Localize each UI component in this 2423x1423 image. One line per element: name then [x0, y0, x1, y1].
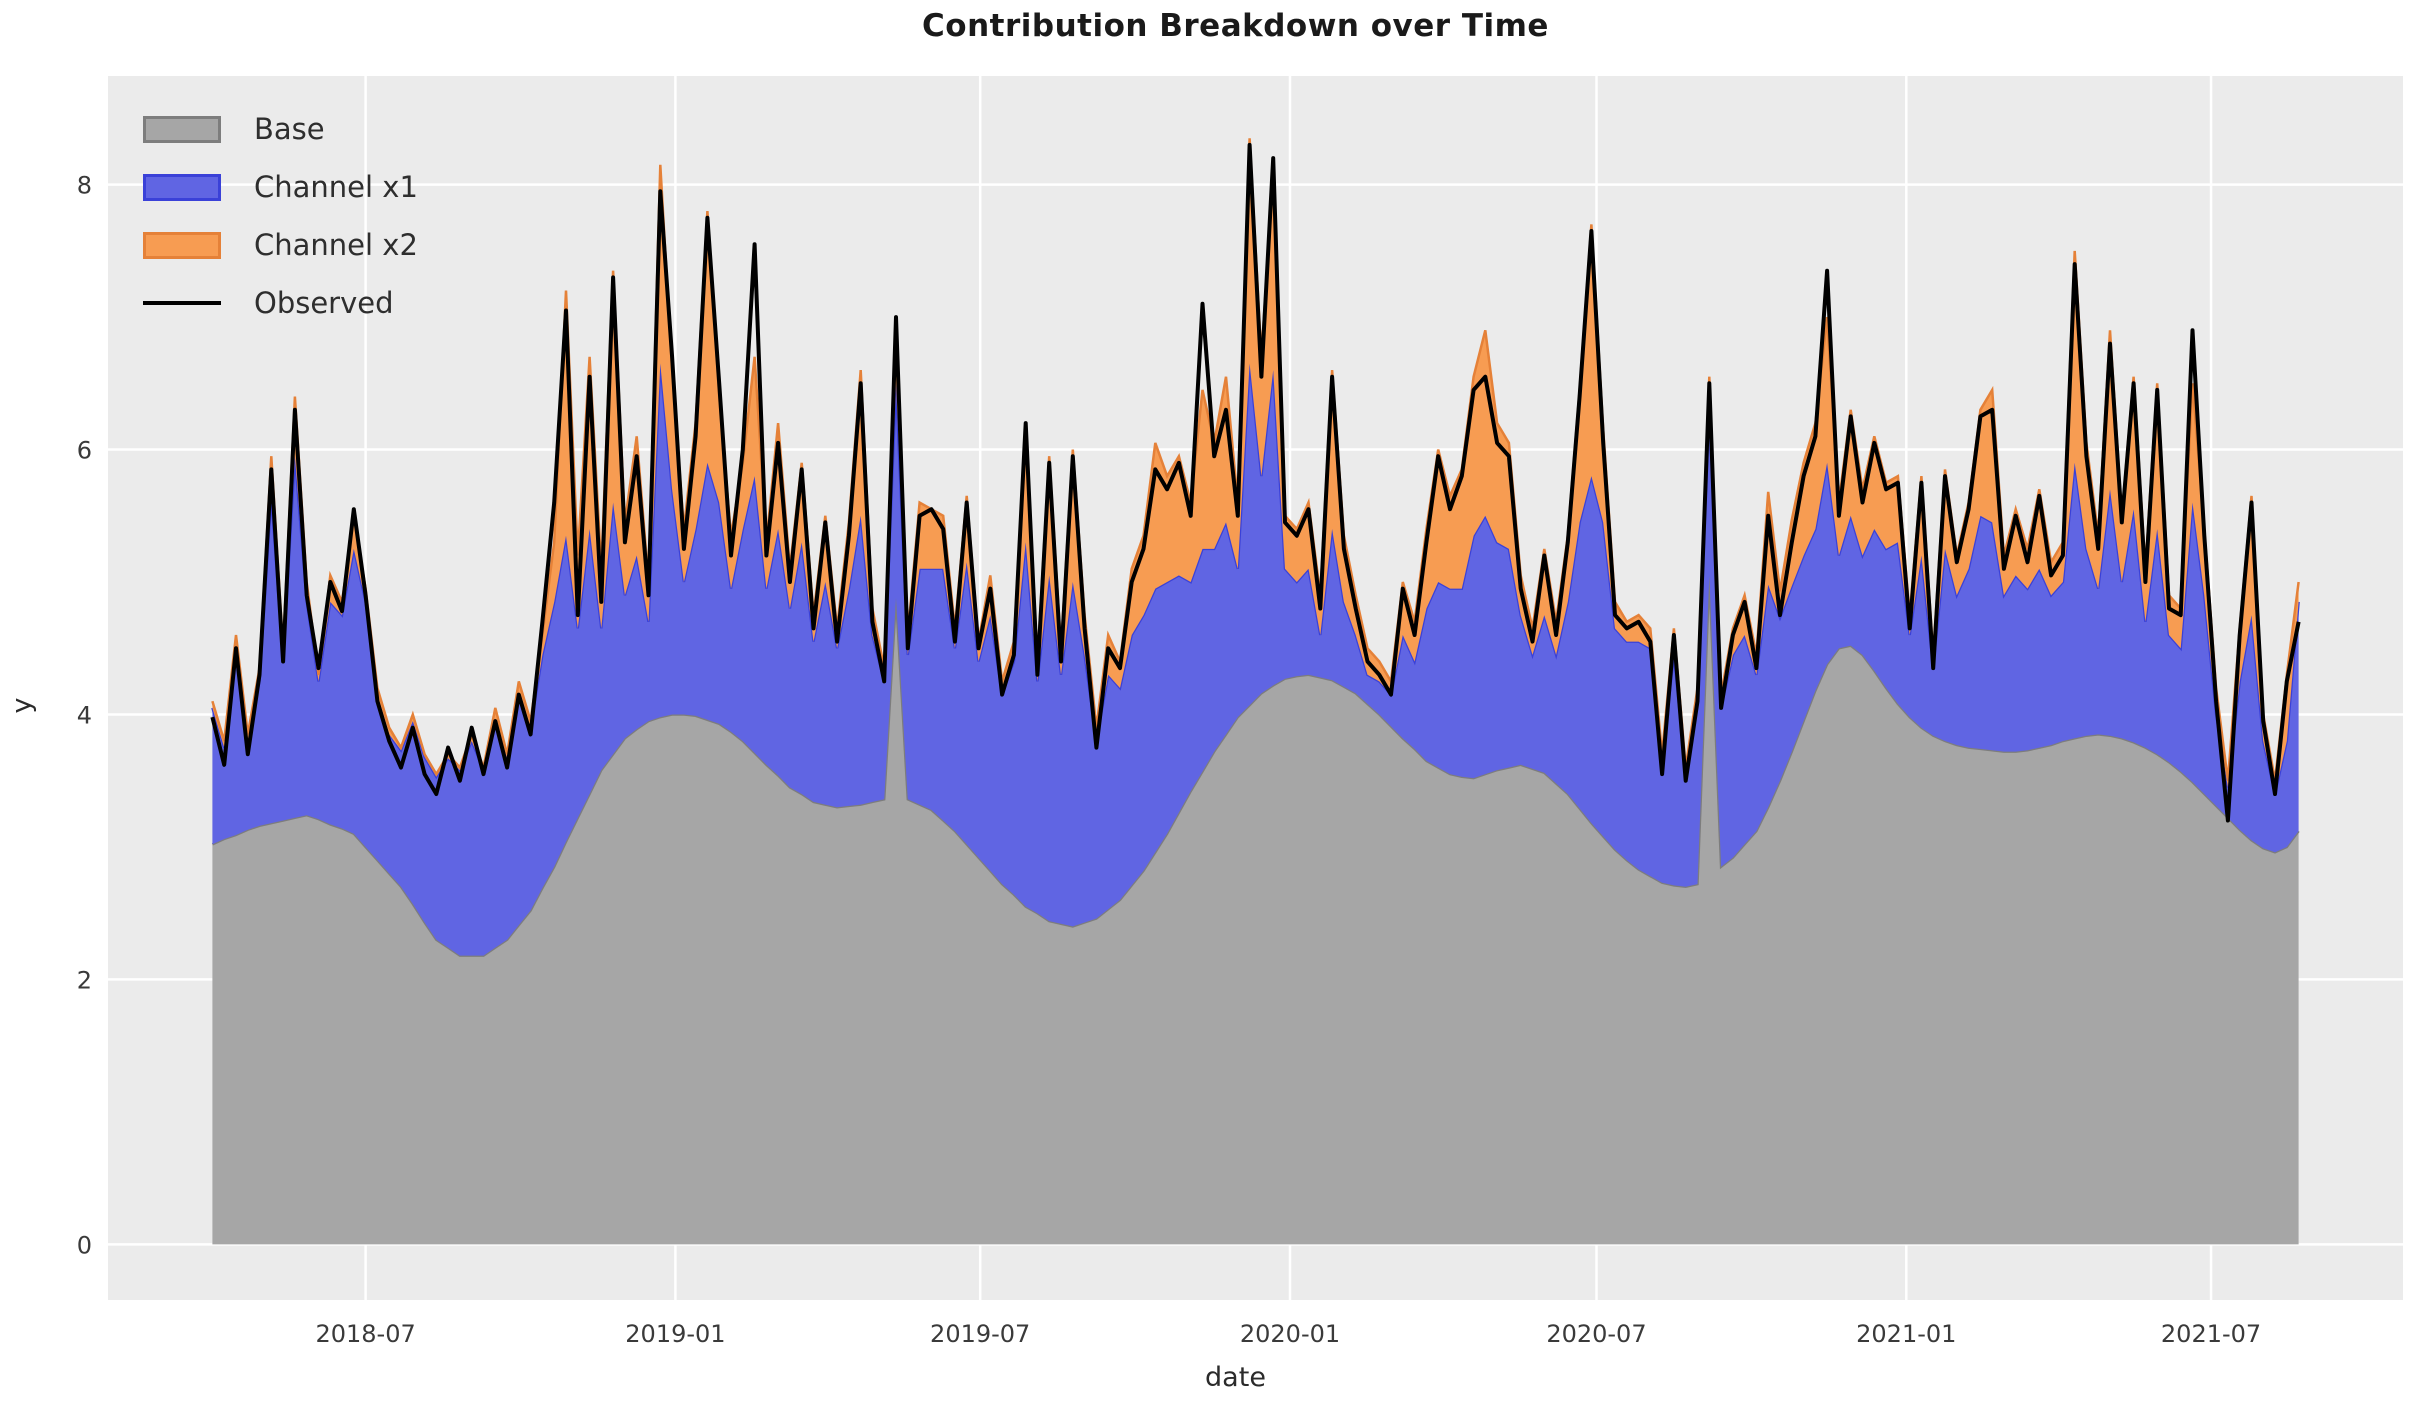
x-tick-label: 2021-07	[2161, 1320, 2261, 1348]
legend-label-observed: Observed	[254, 286, 394, 320]
y-tick-label: 8	[77, 172, 92, 200]
x-tick-label: 2020-01	[1240, 1320, 1340, 1348]
y-tick-label: 4	[77, 701, 92, 729]
y-axis-label: y	[6, 697, 38, 714]
y-tick-label: 2	[77, 966, 92, 994]
legend-item-channel-x1: Channel x1	[143, 158, 418, 216]
legend-label-base: Base	[254, 112, 325, 146]
legend-label-channel-x1: Channel x1	[254, 170, 418, 204]
x-tick-label: 2019-01	[625, 1320, 725, 1348]
x-tick-label: 2018-07	[315, 1320, 415, 1348]
legend-item-channel-x2: Channel x2	[143, 216, 418, 274]
base-swatch-icon	[143, 115, 221, 143]
legend: Base Channel x1 Channel x2 Observed	[143, 100, 418, 332]
legend-item-base: Base	[143, 100, 418, 158]
legend-item-observed: Observed	[143, 274, 418, 332]
x-tick-label: 2021-01	[1856, 1320, 1956, 1348]
page-title: Contribution Breakdown over Time	[922, 8, 1549, 44]
legend-label-channel-x2: Channel x2	[254, 228, 418, 262]
x-tick-label: 2020-07	[1546, 1320, 1646, 1348]
x-axis-label: date	[1205, 1362, 1266, 1393]
y-tick-label: 6	[77, 437, 92, 465]
observed-line-icon	[143, 301, 221, 305]
channel-x1-swatch-icon	[143, 173, 221, 201]
channel-x2-swatch-icon	[143, 231, 221, 259]
x-tick-label: 2019-07	[930, 1320, 1030, 1348]
y-tick-label: 0	[77, 1231, 92, 1259]
